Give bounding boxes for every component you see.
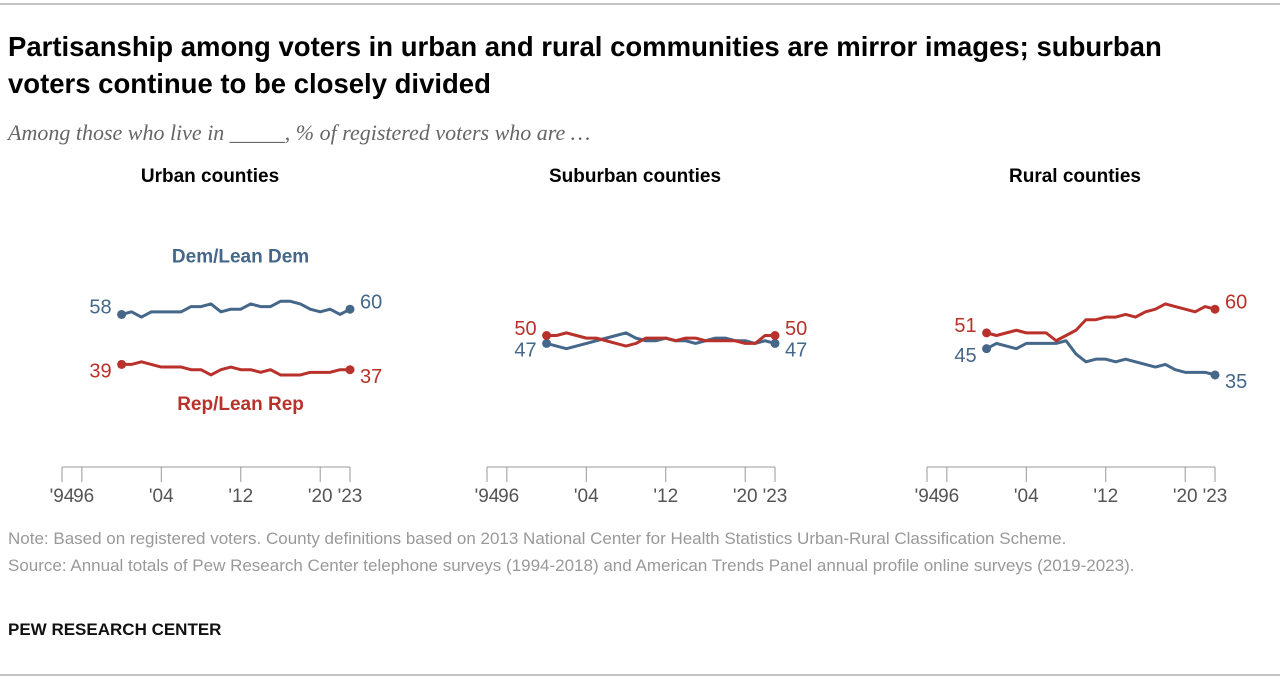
end-point — [982, 344, 992, 354]
data-label: 45 — [954, 345, 976, 367]
data-label: 60 — [360, 291, 382, 313]
x-tick-label: '23 — [1203, 486, 1228, 507]
end-point — [542, 331, 552, 340]
note: Note: Based on registered voters. County… — [8, 529, 1067, 548]
x-tick-label: '94 — [475, 486, 500, 507]
title: Partisanship among voters in urban and r… — [8, 31, 1162, 99]
x-tick-label: '12 — [1093, 486, 1118, 507]
x-tick-label: '94 — [50, 486, 75, 507]
end-point — [982, 328, 992, 338]
series-line — [985, 339, 1216, 377]
x-tick-label: '04 — [1014, 486, 1039, 507]
panel-title: Urban counties — [141, 166, 279, 187]
x-tick-label: '20 — [733, 486, 758, 507]
end-point — [345, 304, 355, 314]
data-label: 50 — [785, 318, 807, 340]
end-point — [117, 309, 127, 319]
x-tick-label: '20 — [1173, 486, 1198, 507]
data-label: 39 — [89, 361, 111, 383]
x-tick-label: '23 — [338, 486, 363, 507]
end-point — [345, 365, 355, 375]
series-name: Dem/Lean Dem — [172, 246, 309, 267]
series-line — [986, 302, 1216, 343]
data-label: 60 — [1225, 291, 1247, 313]
source: Source: Annual totals of Pew Research Ce… — [8, 556, 1135, 575]
x-tick-label: '04 — [574, 486, 599, 507]
series-name: Rep/Lean Rep — [177, 394, 304, 415]
series-line — [121, 360, 350, 377]
data-label: 47 — [514, 340, 536, 362]
data-label: 47 — [785, 340, 807, 362]
x-tick-label: '12 — [653, 486, 678, 507]
end-point — [117, 359, 127, 369]
x-tick-label: '23 — [763, 486, 788, 507]
series-line — [546, 331, 775, 348]
panel-title: Suburban counties — [549, 166, 721, 187]
data-label: 35 — [1225, 371, 1247, 393]
x-tick-label: '96 — [934, 486, 959, 507]
x-tick-label: '04 — [149, 486, 174, 507]
x-tick-label: '96 — [494, 486, 519, 507]
end-point — [770, 338, 780, 348]
credit: PEW RESEARCH CENTER — [8, 620, 222, 639]
end-point — [770, 331, 780, 340]
subtitle: Among those who live in _____, % of regi… — [8, 120, 591, 145]
x-tick-label: '20 — [308, 486, 333, 507]
x-tick-label: '96 — [69, 486, 94, 507]
data-label: 51 — [954, 315, 976, 337]
end-point — [542, 338, 552, 348]
x-tick-label: '94 — [915, 486, 940, 507]
x-tick-label: '12 — [228, 486, 253, 507]
end-point — [1210, 370, 1220, 380]
series-line — [121, 299, 351, 319]
data-label: 37 — [360, 366, 382, 388]
data-label: 50 — [514, 318, 536, 340]
panel-title: Rural counties — [1009, 166, 1141, 187]
end-point — [1210, 304, 1220, 314]
data-label: 58 — [89, 297, 111, 319]
